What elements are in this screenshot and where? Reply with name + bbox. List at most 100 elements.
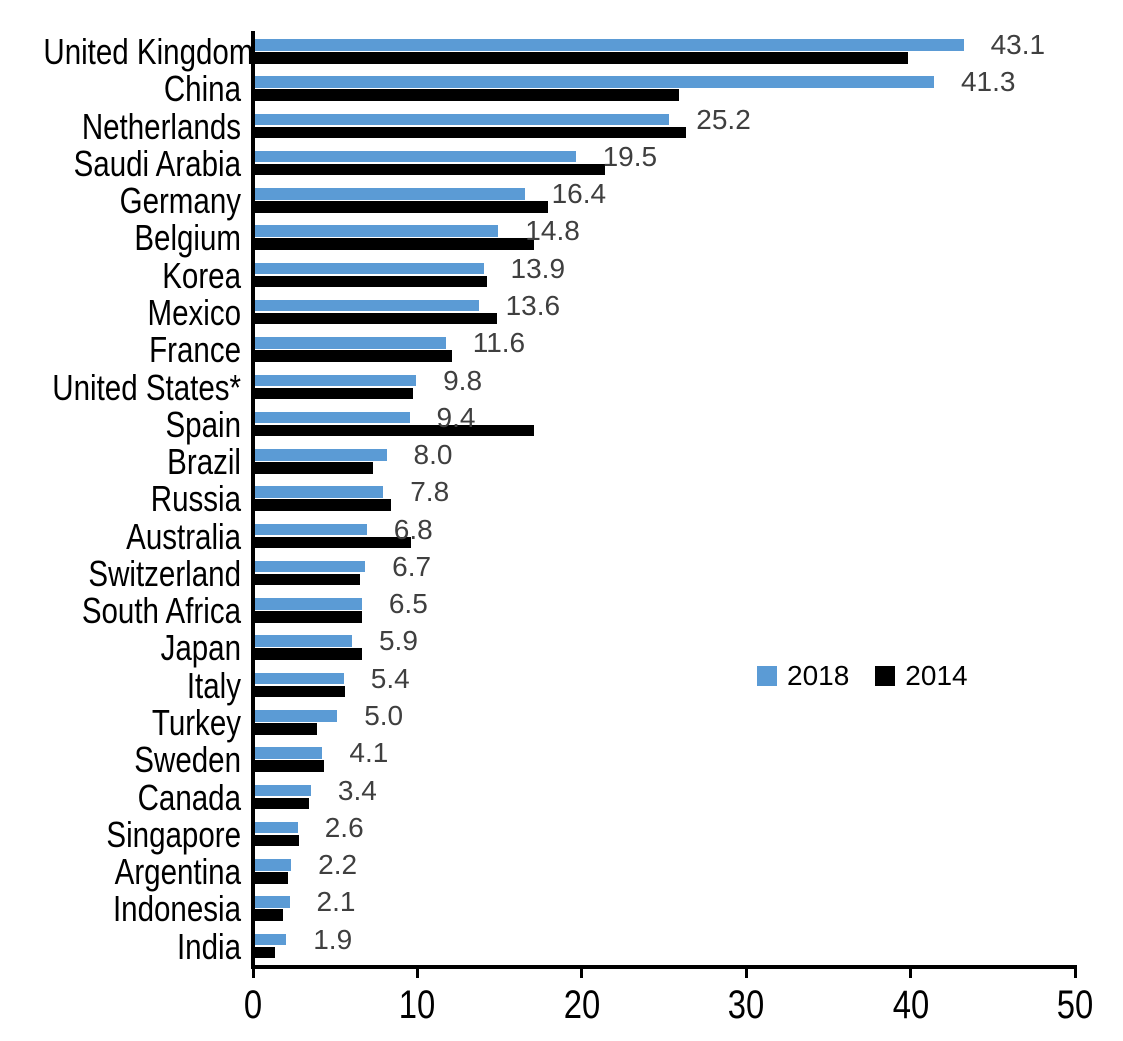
bar-2018 <box>255 560 366 573</box>
bar-2018 <box>255 262 484 275</box>
category-label: Australia <box>126 515 241 557</box>
bar-2014 <box>255 909 283 921</box>
value-label: 2.6 <box>324 811 364 843</box>
x-tick <box>580 965 584 978</box>
value-label: 8.0 <box>413 439 453 471</box>
category-label: United Kingdom <box>43 31 254 72</box>
bar-2014 <box>255 573 361 586</box>
value-label: 13.9 <box>510 252 566 284</box>
category-label: Russia <box>150 478 241 520</box>
category-label: United States* <box>52 366 241 408</box>
legend-swatch-2014 <box>875 666 896 686</box>
category-label: Indonesia <box>112 888 241 930</box>
bar-2014 <box>255 275 487 288</box>
bar-2014 <box>255 648 362 660</box>
bar-2014 <box>255 201 548 213</box>
bar-2014 <box>255 611 362 623</box>
bar-2018 <box>255 76 934 88</box>
bar-2018 <box>255 821 298 834</box>
bar-2014 <box>255 387 413 400</box>
bar-2018 <box>255 784 311 797</box>
category-label: Italy <box>186 664 241 706</box>
legend-label-2014: 2014 <box>905 660 968 691</box>
value-label: 25.2 <box>696 103 751 135</box>
value-label: 3.4 <box>337 774 377 806</box>
x-tick <box>251 965 255 978</box>
bar-2014 <box>255 797 310 810</box>
bar-2014 <box>255 424 535 437</box>
value-label: 9.8 <box>443 364 483 396</box>
bar-2018 <box>255 299 479 312</box>
bar-2014 <box>255 685 346 698</box>
legend-item-2018: 2018 <box>757 660 849 692</box>
bar-2018 <box>255 225 499 237</box>
legend-label-2018: 2018 <box>787 660 850 691</box>
value-label: 41.3 <box>960 66 1016 98</box>
category-label: Turkey <box>151 702 241 744</box>
bar-2018 <box>255 39 964 51</box>
x-tick-label: 40 <box>892 983 929 1027</box>
value-label: 5.9 <box>378 625 418 657</box>
bar-2014 <box>255 238 535 250</box>
legend-item-2014: 2014 <box>875 660 968 692</box>
bar-2014 <box>255 536 412 549</box>
x-tick <box>744 965 748 978</box>
category-label: Brazil <box>167 441 241 483</box>
bar-2014 <box>255 89 680 101</box>
category-label: Mexico <box>147 291 241 333</box>
bar-2018 <box>255 523 367 536</box>
bar-2018 <box>255 747 323 759</box>
bar-2018 <box>255 113 670 126</box>
bar-2014 <box>255 723 318 735</box>
category-label: China <box>163 68 241 110</box>
category-label: France <box>149 329 241 371</box>
bar-2018 <box>255 672 344 685</box>
category-label: Argentina <box>114 851 241 893</box>
value-label: 19.5 <box>602 140 658 172</box>
x-tick <box>909 965 913 978</box>
bar-2014 <box>255 163 606 176</box>
bar-2018 <box>255 188 525 200</box>
x-tick-label: 0 <box>243 983 263 1027</box>
value-label: 6.7 <box>392 550 432 582</box>
value-label: 13.6 <box>505 289 561 321</box>
category-label: India <box>176 925 241 967</box>
bar-2014 <box>255 52 908 64</box>
value-label: 6.5 <box>388 588 428 620</box>
value-label: 11.6 <box>472 327 526 359</box>
category-label: Japan <box>160 627 241 669</box>
bar-2018 <box>255 859 292 871</box>
value-label: 5.4 <box>370 662 410 694</box>
bar-2018 <box>255 896 290 908</box>
bar-2014 <box>255 126 686 139</box>
bar-2014 <box>255 499 392 511</box>
value-label: 2.1 <box>316 886 356 918</box>
bar-2018 <box>255 337 446 349</box>
x-tick-label: 50 <box>1056 983 1094 1027</box>
category-label: Belgium <box>134 217 241 259</box>
x-tick-label: 30 <box>727 983 765 1027</box>
category-label: Korea <box>162 254 241 296</box>
category-label: Saudi Arabia <box>73 142 241 184</box>
bar-2018 <box>255 710 338 722</box>
bar-2018 <box>255 411 410 424</box>
value-label: 43.1 <box>990 29 1046 60</box>
bar-2018 <box>255 486 384 498</box>
value-label: 6.8 <box>393 513 433 545</box>
category-label: Netherlands <box>81 105 241 147</box>
x-axis-line <box>251 965 1077 969</box>
value-label: 9.4 <box>436 401 476 433</box>
value-label: 5.0 <box>364 700 404 732</box>
bar-2014 <box>255 946 275 959</box>
legend: 2018 2014 <box>757 655 968 697</box>
legend-swatch-2018 <box>757 666 777 686</box>
category-label: Germany <box>119 180 241 222</box>
bar-2018 <box>255 374 417 387</box>
value-label: 16.4 <box>551 178 607 210</box>
x-tick-label: 10 <box>399 983 436 1027</box>
bar-2014 <box>255 462 374 474</box>
category-label: Switzerland <box>88 552 241 594</box>
bar-2014 <box>255 834 300 847</box>
bar-2014 <box>255 760 325 772</box>
